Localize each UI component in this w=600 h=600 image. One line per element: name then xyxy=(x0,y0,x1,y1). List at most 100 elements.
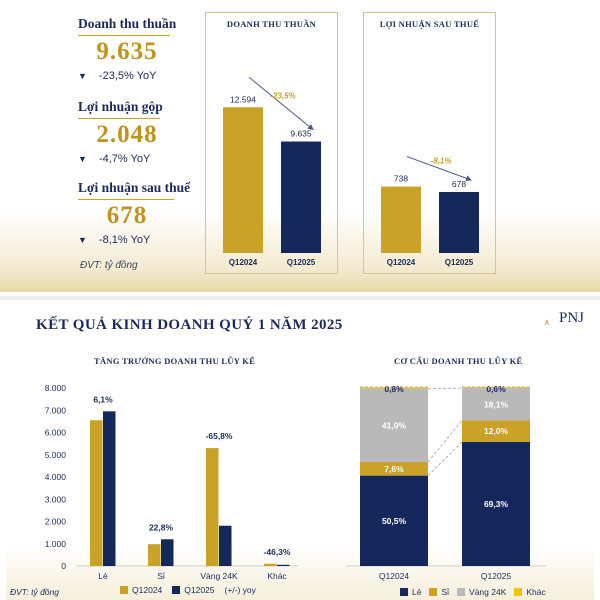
kpi-divider xyxy=(78,118,160,119)
tick-label: Q12025 xyxy=(287,258,316,267)
logo-text: PNJ xyxy=(559,310,585,326)
section-divider xyxy=(0,296,600,300)
net-profit-chart: 738 Q12024 678 Q12025 -8,1% xyxy=(381,156,479,267)
kpi-divider xyxy=(78,199,174,200)
connector-line xyxy=(427,387,463,390)
segment-label: 7,6% xyxy=(384,464,404,474)
x-tick-label: Q12025 xyxy=(481,571,512,581)
segment-label: 69,3% xyxy=(484,499,509,509)
trend-arrow xyxy=(406,156,472,182)
structure-legend: Lẻ Sỉ Vàng 24K Khác xyxy=(400,587,546,597)
y-tick-label: 2.000 xyxy=(45,517,67,527)
bar-segment xyxy=(360,475,428,566)
y-tick-label: 1.000 xyxy=(45,539,67,549)
bar xyxy=(264,563,277,566)
growth-legend: Q12024 Q12025 (+/-) yoy xyxy=(120,585,256,595)
y-tick-label: 6.000 xyxy=(45,428,67,438)
kpi-change: ▼ -4,7% YoY xyxy=(78,153,176,165)
bar xyxy=(103,411,116,566)
page-title: KẾT QUẢ KINH DOANH QUÝ 1 NĂM 2025 xyxy=(36,317,343,333)
legend-swatch xyxy=(514,588,523,596)
data-label: 678 xyxy=(452,179,466,189)
bar xyxy=(148,544,161,566)
bar-segment xyxy=(462,388,530,421)
x-tick-label: Lẻ xyxy=(98,571,108,581)
panel-title: DOANH THU THUẦN xyxy=(226,19,317,29)
results-panel: KẾT QUẢ KINH DOANH QUÝ 1 NĂM 2025 PNJ TĂ… xyxy=(6,300,594,600)
x-tick-label: Khác xyxy=(267,571,287,581)
bar xyxy=(219,525,232,566)
bar xyxy=(161,539,174,566)
legend-swatch xyxy=(457,588,466,596)
legend-swatch xyxy=(120,586,128,594)
y-tick-label: 5.000 xyxy=(45,450,67,460)
segment-label: 50,5% xyxy=(382,516,407,526)
legend-label: (+/-) yoy xyxy=(224,585,256,595)
segment-label: 0,6% xyxy=(486,384,506,394)
bar-segment xyxy=(462,420,530,442)
pnj-logo-icon xyxy=(544,319,550,325)
yoy-label: 6,1% xyxy=(93,394,113,404)
kpi-revenue: Doanh thu thuần 9.635 ▼ -23,5% YoY xyxy=(78,16,176,82)
legend-label: Vàng 24K xyxy=(469,587,507,597)
yoy-label: 22,8% xyxy=(149,522,174,532)
legend-label: Khác xyxy=(526,587,546,597)
unit-label: ĐVT: tỷ đồng xyxy=(80,260,138,271)
bar xyxy=(206,448,219,566)
y-tick-label: 4.000 xyxy=(45,472,67,482)
connector-line xyxy=(427,420,463,463)
x-tick-label: Q12024 xyxy=(379,571,410,581)
kpi-label: Doanh thu thuần xyxy=(78,16,177,31)
unit-label: ĐVT: tỷ đồng xyxy=(10,587,59,597)
bar-segment xyxy=(462,387,530,389)
kpi-change-text: -4,7% YoY xyxy=(98,153,151,165)
y-tick-label: 3.000 xyxy=(45,494,67,504)
data-label: 738 xyxy=(394,174,408,184)
kpi-net-profit: Lợi nhuận sau thuế 678 ▼ -8,1% YoY xyxy=(78,180,190,246)
bar-segment xyxy=(360,462,428,476)
bar xyxy=(277,564,290,566)
x-tick-label: Sỉ xyxy=(157,571,165,581)
down-triangle-icon: ▼ xyxy=(78,154,87,164)
down-triangle-icon: ▼ xyxy=(78,71,87,81)
y-tick-label: 8.000 xyxy=(45,383,67,393)
y-tick-label: 0 xyxy=(61,561,66,571)
kpi-value: 678 xyxy=(106,202,148,229)
segment-label: 41,0% xyxy=(382,420,407,430)
bar-segment xyxy=(462,441,530,566)
data-label: 12.594 xyxy=(230,94,256,104)
legend-label: Sỉ xyxy=(441,587,450,597)
revenue-panel: DOANH THU THUẦN 12.594 Q12024 9.635 Q12025 -… xyxy=(205,12,338,274)
bar xyxy=(223,107,263,253)
kpi-value: 2.048 xyxy=(96,121,158,148)
down-triangle-icon: ▼ xyxy=(78,235,87,245)
bar xyxy=(281,141,321,253)
kpi-change: ▼ -23,5% YoY xyxy=(78,70,176,82)
structure-chart: 50,5% 7,6% 41,0% 0,8% Q12024 69,3% 12,0% 18,1% 0… xyxy=(346,384,546,581)
growth-chart: 0 1.000 2.000 3.000 4.000 5.000 6.000 7.000 8.00… xyxy=(45,383,298,581)
kpi-label: Lợi nhuận gộp xyxy=(78,99,163,114)
kpi-change: ▼ -8,1% YoY xyxy=(78,234,176,246)
trend-arrow xyxy=(248,76,314,131)
kpi-change-text: -23,5% YoY xyxy=(98,70,157,82)
tick-label: Q12025 xyxy=(445,258,474,267)
tick-label: Q12024 xyxy=(229,258,258,267)
kpi-value: 9.635 xyxy=(96,38,158,65)
y-tick-label: 7.000 xyxy=(45,405,67,415)
kpi-change-text: -8,1% YoY xyxy=(98,234,151,246)
bar-segment xyxy=(360,387,428,389)
kpi-divider xyxy=(78,35,170,36)
kpi-gross-profit: Lợi nhuận gộp 2.048 ▼ -4,7% YoY xyxy=(78,99,176,165)
growth-chart-title: TĂNG TRƯỞNG DOANH THU LŨY KẾ xyxy=(94,356,256,366)
net-profit-panel: LỢI NHUẬN SAU THUẾ 738 Q12024 678 Q12025 -8,… xyxy=(363,12,496,274)
yoy-label: -65,8% xyxy=(206,431,233,441)
bar xyxy=(381,186,421,253)
panel-title: LỢI NHUẬN SAU THUẾ xyxy=(379,19,480,29)
structure-chart-title: CƠ CẤU DOANH THU LŨY KẾ xyxy=(394,356,523,366)
bar-segment xyxy=(360,388,428,463)
legend-swatch xyxy=(429,588,438,596)
data-label: 9.635 xyxy=(290,129,312,139)
change-label: -23,5% xyxy=(270,91,295,100)
revenue-chart: 12.594 Q12024 9.635 Q12025 -23,5% xyxy=(223,76,321,267)
x-tick-label: Vàng 24K xyxy=(200,571,238,581)
